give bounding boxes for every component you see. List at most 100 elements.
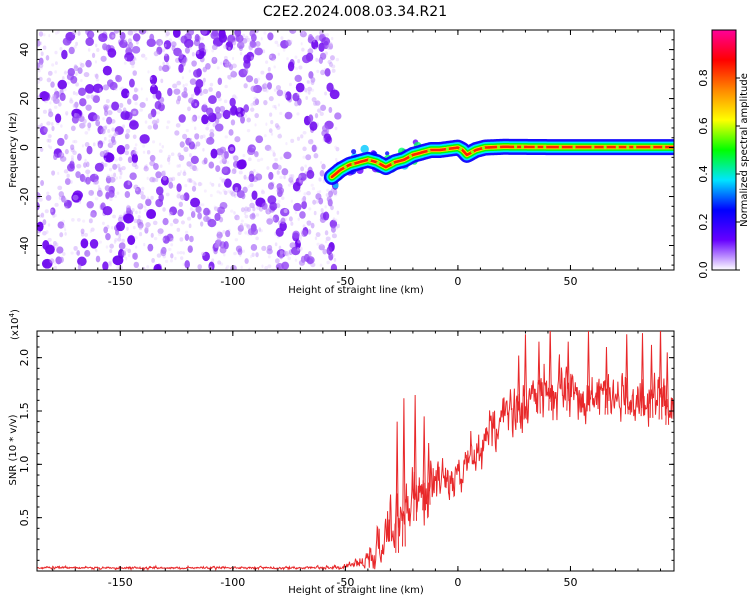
noise-point (109, 197, 113, 202)
snr-spike (523, 334, 528, 420)
noise-point (299, 30, 307, 38)
noise-point (147, 243, 154, 252)
noise-point (109, 167, 113, 172)
noise-point (246, 51, 255, 62)
colorbar-tick-label: 0.8 (697, 69, 710, 87)
noise-point (46, 138, 50, 143)
noise-point (83, 232, 89, 237)
noise-point (263, 31, 267, 35)
noise-point (179, 194, 186, 201)
noise-point (311, 186, 316, 191)
noise-point (152, 220, 158, 226)
noise-point (177, 172, 181, 177)
noise-point (123, 180, 133, 190)
noise-point (308, 71, 314, 79)
noise-point (51, 125, 55, 132)
noise-point (149, 33, 155, 42)
noise-point (84, 141, 90, 148)
noise-point (117, 216, 124, 223)
noise-point (165, 34, 169, 38)
noise-point (105, 245, 109, 249)
noise-point (334, 218, 338, 222)
noise-point (202, 88, 209, 94)
noise-point (152, 140, 156, 144)
noise-point (267, 210, 270, 214)
noise-point (296, 136, 301, 141)
noise-point (150, 232, 154, 238)
noise-point (225, 266, 228, 270)
noise-point (262, 49, 266, 54)
noise-point (139, 101, 146, 109)
noise-point (285, 142, 288, 146)
noise-point (163, 52, 168, 57)
noise-point (182, 171, 187, 177)
noise-point (116, 108, 122, 114)
noise-point (250, 41, 257, 48)
noise-point (221, 157, 227, 165)
noise-point (243, 83, 248, 89)
noise-point (269, 112, 273, 117)
noise-point (231, 170, 235, 175)
noise-point (250, 254, 253, 259)
noise-point (214, 212, 221, 222)
snr-x-tick-label: 0 (454, 576, 461, 589)
noise-point (314, 100, 321, 106)
noise-point (250, 244, 258, 251)
noise-point (284, 111, 293, 120)
noise-point (134, 143, 138, 147)
noise-point (119, 39, 128, 49)
noise-point (176, 193, 182, 199)
noise-point (107, 142, 114, 149)
noise-point (243, 67, 249, 75)
noise-point (149, 74, 158, 85)
noise-point (234, 189, 238, 194)
noise-point (246, 117, 251, 123)
noise-point (155, 177, 159, 183)
noise-point (248, 157, 252, 162)
noise-point (155, 171, 162, 179)
noise-point (44, 209, 49, 214)
noise-point (332, 217, 336, 222)
noise-point (214, 106, 221, 114)
noise-point (247, 228, 255, 236)
spectrogram-x-tick-label: -50 (336, 275, 354, 288)
noise-point (89, 229, 92, 233)
noise-point (90, 94, 95, 100)
noise-point (118, 233, 122, 238)
noise-point (244, 231, 248, 235)
noise-point (230, 70, 238, 78)
snr-spike (604, 346, 609, 415)
noise-point (164, 259, 169, 263)
noise-point (179, 237, 184, 242)
noise-point (281, 168, 289, 176)
noise-point (316, 190, 320, 194)
noise-point (315, 193, 322, 200)
noise-point (308, 207, 312, 211)
noise-point (124, 52, 135, 62)
noise-point (62, 197, 68, 203)
snr-x-ticks: -150 -100 -50 0 50 (52, 331, 661, 589)
noise-point (202, 66, 208, 73)
noise-point (162, 176, 167, 181)
noise-point (265, 122, 268, 126)
noise-point (169, 206, 178, 216)
noise-point (248, 173, 255, 183)
noise-point (202, 82, 206, 86)
noise-point (197, 115, 201, 119)
noise-point (73, 65, 79, 72)
noise-point (119, 170, 123, 175)
noise-point (86, 200, 94, 209)
noise-point (49, 101, 52, 105)
noise-point (319, 111, 324, 116)
noise-point (107, 110, 113, 116)
noise-point (222, 230, 226, 234)
noise-point (329, 89, 340, 100)
snr-frame (36, 330, 675, 572)
noise-point (245, 223, 249, 228)
noise-point (163, 40, 172, 50)
noise-point (51, 170, 56, 176)
noise-point (242, 186, 248, 194)
noise-point (267, 207, 271, 212)
noise-point (306, 220, 312, 226)
noise-point (59, 232, 64, 238)
